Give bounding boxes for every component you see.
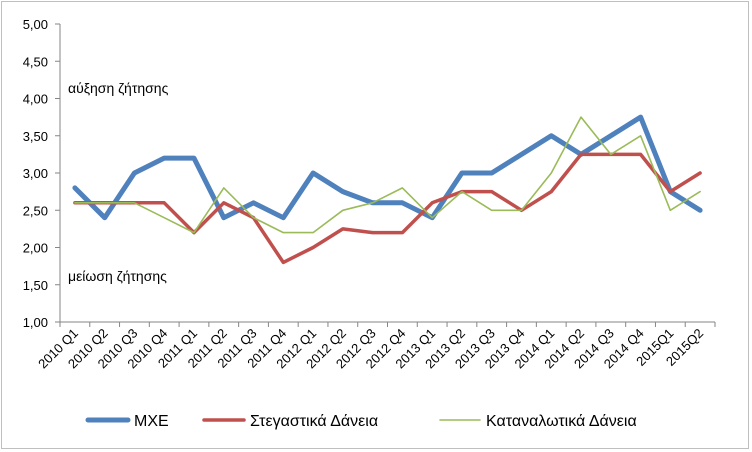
- legend-label: ΜΧΕ: [134, 413, 169, 430]
- y-tick-label: 5,00: [23, 17, 48, 32]
- legend-label: Στεγαστικά Δάνεια: [250, 413, 378, 430]
- annotation-increase: αύξηση ζήτησης: [68, 80, 169, 96]
- y-tick-label: 1,50: [23, 278, 48, 293]
- y-tick-label: 2,00: [23, 241, 48, 256]
- annotation-decrease: μείωση ζήτησης: [68, 268, 167, 284]
- y-tick-labels: 1,00 1,50 2,00 2,50 3,00 3,50 4,00 4,50 5,00: [23, 17, 48, 330]
- y-tick-label: 4,50: [23, 54, 48, 69]
- series-lines: [72, 114, 703, 265]
- y-tick-label: 3,50: [23, 129, 48, 144]
- y-tick-label: 2,50: [23, 203, 48, 218]
- y-tick-label: 3,00: [23, 166, 48, 181]
- series-line-1: [72, 114, 703, 221]
- legend-label: Καταναλωτικά Δάνεια: [486, 413, 637, 430]
- series-line-3: [74, 116, 701, 234]
- legend: ΜΧΕ Στεγαστικά Δάνεια Καταναλωτικά Δάνεια: [85, 413, 637, 430]
- y-tick-label: 4,00: [23, 92, 48, 107]
- axes: [55, 23, 716, 327]
- series-line-2: [73, 152, 702, 265]
- y-tick-label: 1,00: [23, 315, 48, 330]
